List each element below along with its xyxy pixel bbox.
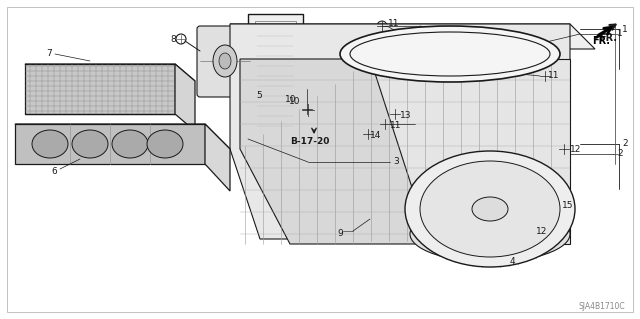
Ellipse shape bbox=[377, 21, 387, 31]
Polygon shape bbox=[175, 64, 195, 131]
Ellipse shape bbox=[405, 151, 575, 267]
Text: 8: 8 bbox=[170, 34, 176, 43]
Text: 15: 15 bbox=[562, 202, 573, 211]
Bar bbox=[290, 93, 338, 127]
Ellipse shape bbox=[219, 53, 231, 69]
Polygon shape bbox=[205, 124, 230, 191]
Ellipse shape bbox=[410, 206, 570, 262]
Text: 1: 1 bbox=[622, 25, 628, 33]
Bar bbox=[255, 21, 296, 132]
Ellipse shape bbox=[559, 144, 569, 154]
Text: 12: 12 bbox=[536, 226, 547, 235]
Text: 9: 9 bbox=[337, 228, 343, 238]
Text: 11: 11 bbox=[548, 71, 559, 80]
Text: 2: 2 bbox=[622, 139, 628, 149]
Polygon shape bbox=[230, 24, 595, 49]
Ellipse shape bbox=[32, 130, 68, 158]
Ellipse shape bbox=[525, 224, 535, 234]
Polygon shape bbox=[25, 64, 195, 81]
Text: 10: 10 bbox=[285, 94, 296, 103]
Text: 3: 3 bbox=[393, 158, 399, 167]
Text: 5: 5 bbox=[256, 92, 262, 100]
Polygon shape bbox=[370, 59, 570, 244]
Ellipse shape bbox=[390, 109, 400, 119]
Bar bbox=[248, 14, 303, 139]
Ellipse shape bbox=[540, 71, 550, 81]
Polygon shape bbox=[230, 24, 570, 239]
Text: 12: 12 bbox=[570, 145, 581, 153]
Ellipse shape bbox=[302, 104, 312, 114]
Ellipse shape bbox=[420, 161, 560, 257]
FancyBboxPatch shape bbox=[197, 26, 258, 97]
Text: 10: 10 bbox=[289, 97, 300, 106]
Text: 13: 13 bbox=[400, 112, 412, 121]
Polygon shape bbox=[240, 59, 430, 244]
Text: 11: 11 bbox=[388, 19, 399, 28]
Ellipse shape bbox=[72, 130, 108, 158]
Ellipse shape bbox=[147, 130, 183, 158]
Text: 4: 4 bbox=[510, 256, 516, 265]
Text: 7: 7 bbox=[46, 48, 52, 57]
Text: FR.: FR. bbox=[592, 36, 610, 46]
Text: 6: 6 bbox=[51, 167, 57, 175]
Text: 2: 2 bbox=[617, 150, 623, 159]
Ellipse shape bbox=[363, 129, 373, 139]
Ellipse shape bbox=[380, 119, 390, 129]
Ellipse shape bbox=[341, 226, 355, 236]
Text: FR.: FR. bbox=[599, 33, 617, 43]
Ellipse shape bbox=[340, 26, 560, 82]
Text: 1: 1 bbox=[617, 29, 623, 39]
Ellipse shape bbox=[112, 130, 148, 158]
Text: B-17-20: B-17-20 bbox=[290, 137, 330, 145]
Polygon shape bbox=[15, 124, 205, 164]
Polygon shape bbox=[15, 124, 230, 149]
Text: SJA4B1710C: SJA4B1710C bbox=[579, 302, 625, 311]
Ellipse shape bbox=[472, 197, 508, 221]
Polygon shape bbox=[25, 64, 175, 114]
Ellipse shape bbox=[302, 104, 314, 116]
Text: 14: 14 bbox=[370, 131, 381, 140]
Ellipse shape bbox=[213, 45, 237, 77]
Text: 11: 11 bbox=[390, 122, 401, 130]
